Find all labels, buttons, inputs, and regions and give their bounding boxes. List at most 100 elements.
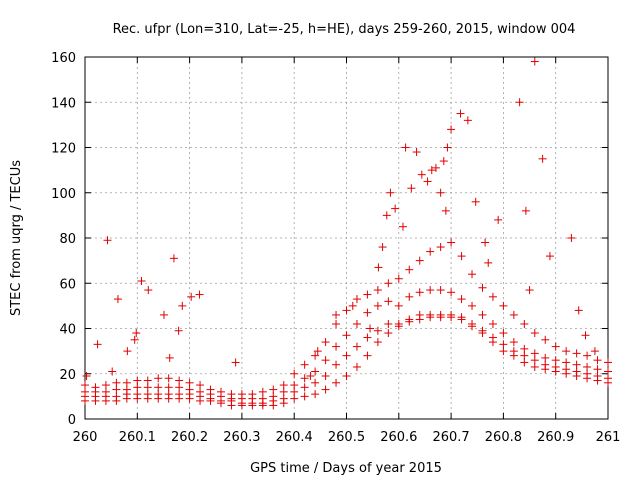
data-point bbox=[436, 188, 445, 197]
data-point bbox=[130, 335, 139, 344]
data-point bbox=[509, 347, 518, 356]
data-point bbox=[509, 338, 518, 347]
data-point bbox=[175, 376, 184, 385]
x-tick-label: 260.8 bbox=[485, 430, 522, 445]
data-point bbox=[488, 292, 497, 301]
chart-title: Rec. ufpr (Lon=310, Lat=-25, h=HE), days… bbox=[113, 22, 576, 37]
data-point bbox=[290, 369, 299, 378]
data-point bbox=[384, 319, 393, 328]
data-point bbox=[185, 378, 194, 387]
data-point bbox=[604, 374, 612, 383]
data-point bbox=[101, 381, 110, 390]
data-point bbox=[363, 351, 372, 360]
data-point bbox=[525, 286, 534, 295]
y-axis-label: STEC from uqrg / TECUs bbox=[9, 160, 24, 316]
data-point bbox=[384, 329, 393, 338]
data-point bbox=[352, 295, 361, 304]
data-point bbox=[515, 98, 524, 107]
x-tick-label: 260.9 bbox=[537, 430, 574, 445]
data-point bbox=[133, 376, 142, 385]
data-point bbox=[101, 387, 110, 396]
x-tick-label: 260.1 bbox=[119, 430, 156, 445]
data-point bbox=[436, 243, 445, 252]
data-point bbox=[137, 276, 146, 285]
data-point bbox=[382, 211, 391, 220]
data-point bbox=[572, 360, 581, 369]
data-point bbox=[468, 319, 477, 328]
data-point bbox=[394, 319, 403, 328]
data-point bbox=[499, 301, 508, 310]
data-point bbox=[520, 351, 529, 360]
axis-ticks: 260 260.1 260.2 260.3 260.4 260.5 260.6 260.7 26… bbox=[51, 51, 620, 445]
data-point bbox=[332, 319, 341, 328]
data-point bbox=[165, 353, 174, 362]
data-point bbox=[313, 347, 322, 356]
y-tick-label: 80 bbox=[59, 232, 76, 247]
x-axis-label: GPS time / Days of year 2015 bbox=[250, 461, 442, 476]
data-point bbox=[206, 385, 215, 394]
data-point bbox=[123, 347, 132, 356]
x-tick-label: 260.5 bbox=[328, 430, 365, 445]
data-point bbox=[237, 390, 246, 399]
data-point bbox=[499, 329, 508, 338]
data-point bbox=[332, 360, 341, 369]
data-point bbox=[407, 184, 416, 193]
y-tick-label: 60 bbox=[59, 277, 76, 292]
data-point bbox=[306, 372, 315, 381]
data-point bbox=[590, 347, 599, 356]
data-points bbox=[81, 57, 612, 410]
data-point bbox=[133, 383, 142, 392]
data-point bbox=[394, 274, 403, 283]
data-point bbox=[332, 378, 341, 387]
data-point bbox=[398, 222, 407, 231]
data-point bbox=[415, 310, 424, 319]
data-point bbox=[342, 331, 351, 340]
data-point bbox=[321, 338, 330, 347]
data-point bbox=[366, 324, 375, 333]
data-point bbox=[258, 387, 267, 396]
data-point bbox=[93, 340, 102, 349]
data-point bbox=[386, 188, 395, 197]
data-point bbox=[468, 301, 477, 310]
data-point bbox=[426, 310, 435, 319]
data-point bbox=[530, 329, 539, 338]
data-point bbox=[457, 295, 466, 304]
data-point bbox=[478, 326, 487, 335]
data-point bbox=[122, 385, 131, 394]
data-point bbox=[581, 331, 590, 340]
data-point bbox=[342, 351, 351, 360]
x-tick-label: 261 bbox=[596, 430, 621, 445]
data-point bbox=[378, 243, 387, 252]
data-point bbox=[248, 390, 257, 399]
data-point bbox=[471, 197, 480, 206]
data-point bbox=[108, 367, 117, 376]
data-point bbox=[530, 356, 539, 365]
data-point bbox=[133, 390, 142, 399]
x-tick-label: 260 bbox=[73, 430, 98, 445]
data-point bbox=[488, 333, 497, 342]
data-point bbox=[300, 392, 309, 401]
data-point bbox=[426, 247, 435, 256]
data-point bbox=[562, 365, 571, 374]
data-point bbox=[478, 283, 487, 292]
data-point bbox=[91, 383, 100, 392]
data-point bbox=[423, 177, 432, 186]
data-point bbox=[521, 206, 530, 215]
data-point bbox=[439, 157, 448, 166]
data-point bbox=[216, 387, 225, 396]
data-point bbox=[195, 290, 204, 299]
data-point bbox=[112, 385, 121, 394]
data-point bbox=[415, 256, 424, 265]
data-point bbox=[583, 351, 592, 360]
data-point bbox=[269, 385, 278, 394]
y-tick-label: 160 bbox=[51, 51, 76, 66]
x-tick-label: 260.3 bbox=[223, 430, 260, 445]
data-point bbox=[187, 292, 196, 301]
data-point bbox=[348, 301, 357, 310]
x-tick-label: 260.6 bbox=[380, 430, 417, 445]
data-point bbox=[321, 372, 330, 381]
data-point bbox=[164, 390, 173, 399]
data-point bbox=[143, 376, 152, 385]
data-point bbox=[112, 378, 121, 387]
data-point bbox=[290, 387, 299, 396]
